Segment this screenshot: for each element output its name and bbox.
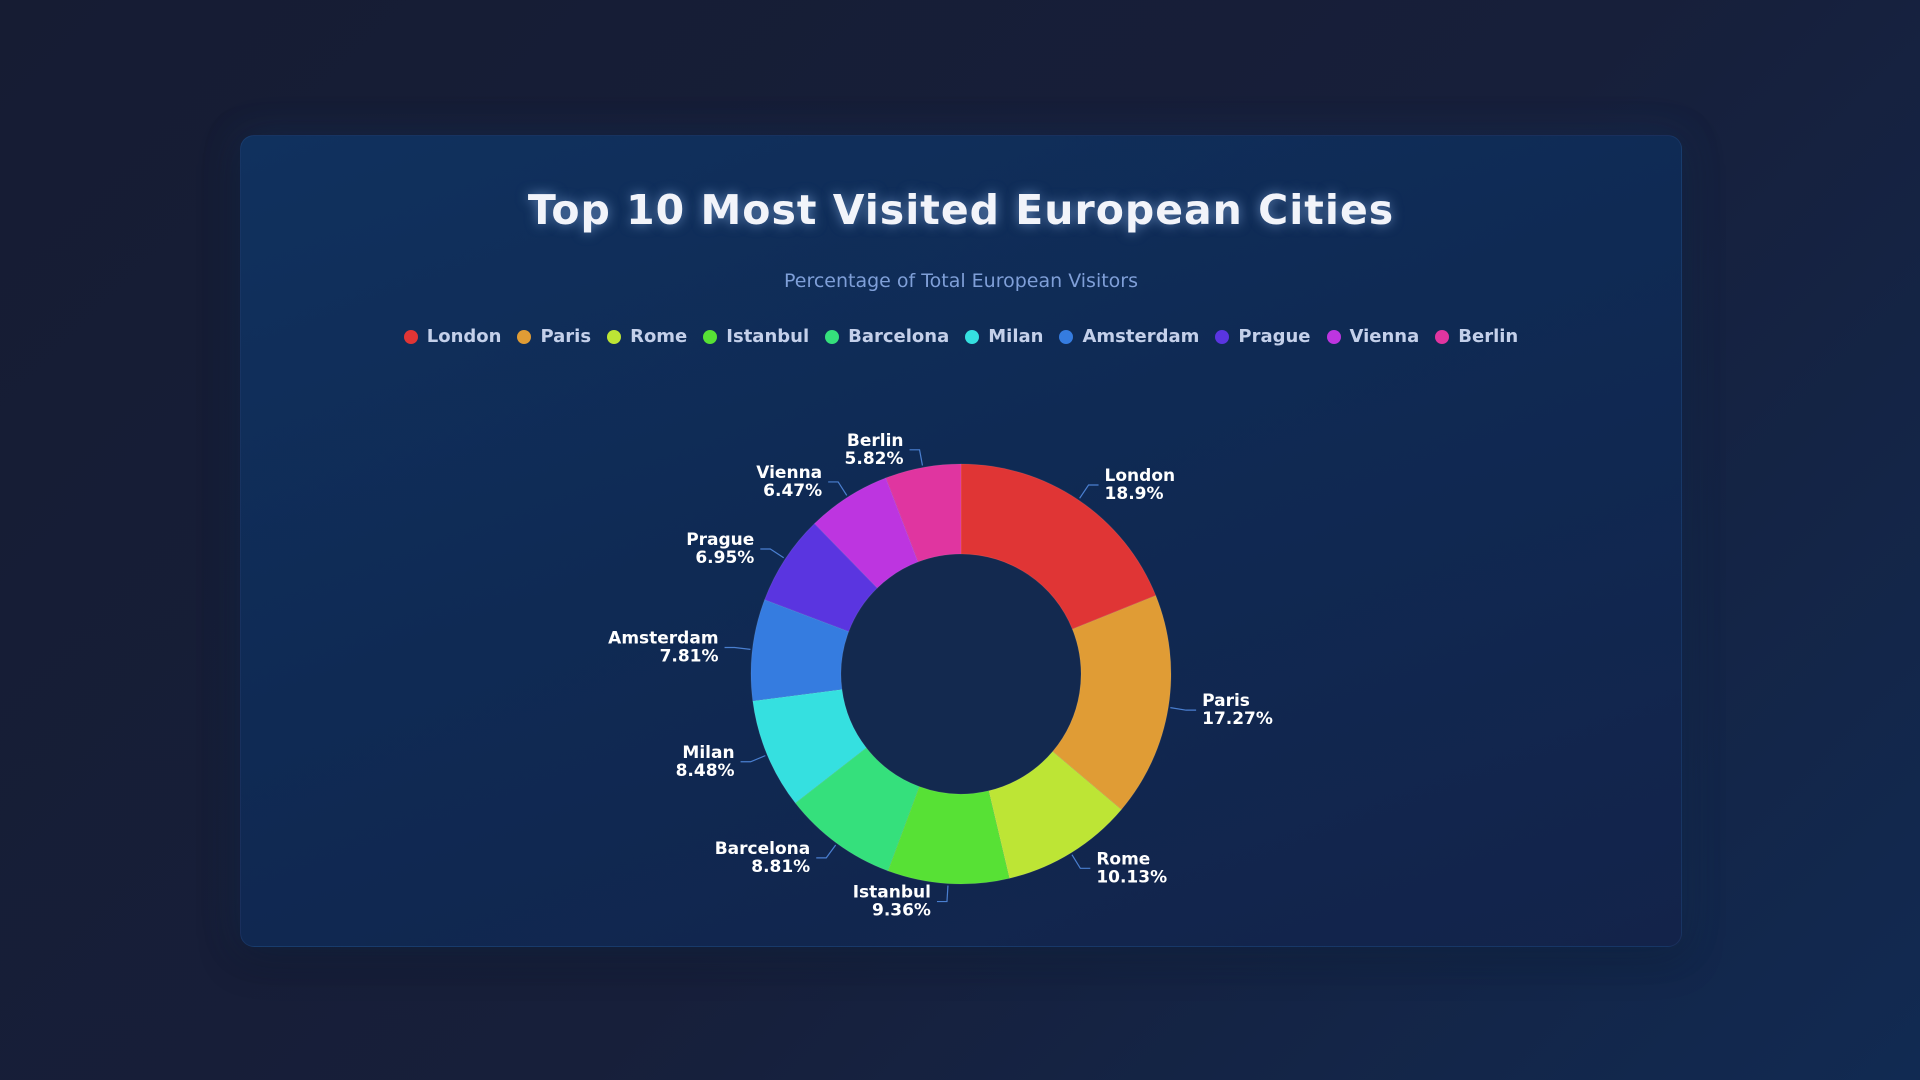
legend-item-istanbul[interactable]: Istanbul: [703, 326, 809, 347]
slice-rome[interactable]: [988, 750, 1123, 879]
leader-line-milan: [740, 755, 766, 763]
legend-item-milan[interactable]: Milan: [965, 326, 1043, 347]
legend-label: London: [426, 326, 502, 347]
leader-line-prague: [760, 548, 785, 559]
chart-subtitle: Percentage of Total European Visitors: [783, 270, 1139, 292]
slice-label-value: 9.36%: [872, 901, 931, 921]
legend-marker: [517, 329, 532, 344]
legend-marker: [403, 329, 418, 344]
leader-line-istanbul: [936, 885, 949, 903]
slice-label-name: Istanbul: [853, 883, 931, 903]
slice-label-value: 6.47%: [763, 481, 822, 501]
slice-label-value: 6.95%: [695, 548, 754, 568]
legend-label: Amsterdam: [1082, 326, 1200, 347]
slice-label-value: 18.9%: [1105, 484, 1164, 504]
slice-label-value: 10.13%: [1096, 867, 1167, 887]
slice-label-value: 5.82%: [845, 449, 904, 469]
legend-item-prague[interactable]: Prague: [1215, 326, 1311, 347]
slice-london[interactable]: [960, 463, 1157, 630]
legend-item-paris[interactable]: Paris: [517, 326, 591, 347]
slice-label-value: 8.48%: [676, 761, 735, 781]
legend-marker: [703, 329, 718, 344]
slice-label-name: Berlin: [847, 431, 904, 451]
legend-marker: [965, 329, 980, 344]
leader-line-london: [1079, 484, 1099, 499]
legend-label: Milan: [988, 326, 1044, 347]
slice-label-name: Rome: [1096, 849, 1150, 869]
legend-marker: [825, 329, 840, 344]
legend-item-rome[interactable]: Rome: [607, 326, 687, 347]
chart-legend: London Paris Rome Istanbul Barcelona Milan Ams…: [241, 326, 1681, 347]
slice-label-name: Prague: [686, 530, 754, 550]
slice-label-name: London: [1105, 466, 1176, 486]
slice-istanbul[interactable]: [887, 785, 1010, 885]
legend-label: Vienna: [1349, 326, 1420, 347]
chart-card: Top 10 Most Visited European Cities Perc…: [240, 135, 1682, 947]
slice-label-name: Barcelona: [715, 839, 811, 859]
legend-marker: [1215, 329, 1230, 344]
slice-label-name: Paris: [1202, 691, 1250, 711]
legend-marker: [1326, 329, 1341, 344]
legend-label: Berlin: [1458, 326, 1519, 347]
slice-label-name: Amsterdam: [608, 628, 718, 648]
legend-label: Prague: [1238, 326, 1311, 347]
slice-berlin[interactable]: [885, 463, 962, 563]
leader-line-berlin: [909, 449, 924, 466]
slice-barcelona[interactable]: [794, 747, 920, 872]
leader-line-vienna: [828, 481, 848, 496]
legend-marker: [1435, 329, 1450, 344]
slice-label-name: Milan: [682, 743, 734, 763]
donut-hole: [841, 554, 1081, 794]
legend-item-barcelona[interactable]: Barcelona: [825, 326, 949, 347]
leader-line-rome: [1071, 854, 1091, 869]
legend-label: Rome: [630, 326, 688, 347]
slice-amsterdam[interactable]: [750, 599, 850, 702]
slice-paris[interactable]: [1051, 594, 1172, 811]
leader-line-amsterdam: [724, 646, 751, 650]
slice-vienna[interactable]: [813, 477, 919, 589]
legend-label: Istanbul: [726, 326, 810, 347]
legend-item-london[interactable]: London: [403, 326, 502, 347]
legend-label: Paris: [540, 326, 592, 347]
legend-marker: [607, 329, 622, 344]
legend-item-amsterdam[interactable]: Amsterdam: [1059, 326, 1199, 347]
leader-line-barcelona: [816, 844, 837, 859]
slice-label-value: 7.81%: [660, 646, 719, 666]
legend-marker: [1059, 329, 1074, 344]
legend-item-berlin[interactable]: Berlin: [1435, 326, 1518, 347]
chart-title: Top 10 Most Visited European Cities: [527, 186, 1395, 234]
legend-label: Barcelona: [848, 326, 950, 347]
leader-line-paris: [1170, 707, 1197, 711]
slice-label-value: 8.81%: [751, 857, 810, 877]
legend-item-vienna[interactable]: Vienna: [1326, 326, 1420, 347]
slice-label-name: Vienna: [756, 463, 822, 483]
slice-label-value: 17.27%: [1202, 709, 1273, 729]
